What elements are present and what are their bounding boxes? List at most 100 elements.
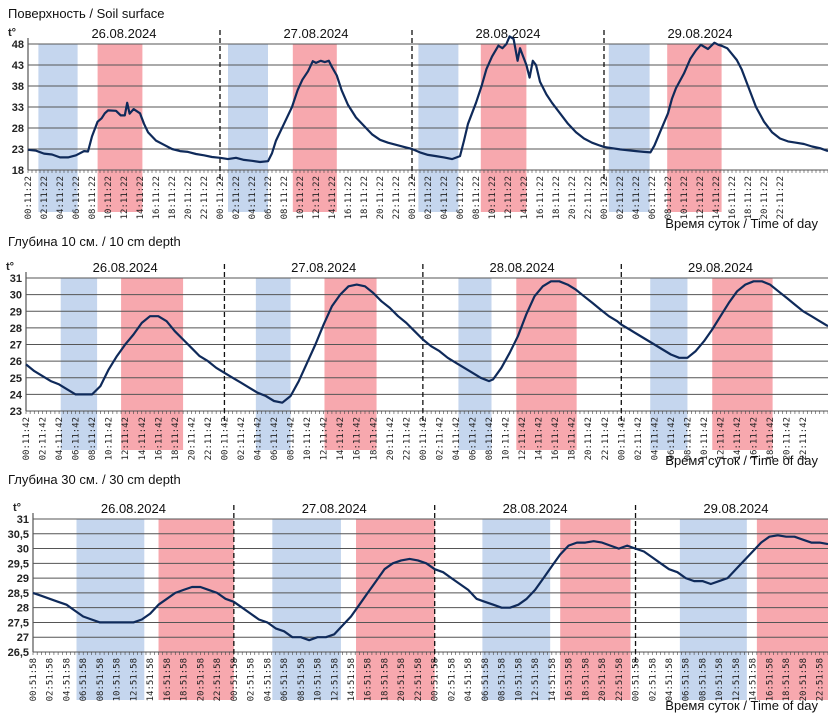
x-tick-label: 20:11:42 xyxy=(783,417,793,460)
x-tick-label: 02:11:42 xyxy=(39,417,49,460)
x-tick-label: 02:11:22 xyxy=(40,176,50,219)
x-tick-label: 04:11:42 xyxy=(452,417,462,460)
x-tick-label: 16:11:42 xyxy=(353,417,363,460)
day-band xyxy=(324,278,377,450)
date-label: 28.08.2024 xyxy=(475,26,540,41)
y-tick-label: 30 xyxy=(17,544,29,556)
panel-title: Поверхность / Soil surface xyxy=(8,6,165,21)
x-tick-label: 18:11:42 xyxy=(568,417,578,460)
x-tick-label: 04:11:22 xyxy=(632,176,642,219)
x-tick-label: 16:51:58 xyxy=(765,658,775,701)
x-tick-label: 22:11:22 xyxy=(200,176,210,219)
date-label: 29.08.2024 xyxy=(688,260,753,275)
x-tick-label: 18:51:58 xyxy=(380,658,390,701)
x-tick-label: 02:11:22 xyxy=(424,176,434,219)
night-band xyxy=(76,519,145,700)
y-tick-label: 43 xyxy=(12,60,24,72)
x-tick-label: 12:11:42 xyxy=(717,417,727,460)
date-label: 27.08.2024 xyxy=(291,260,356,275)
x-tick-label: 18:11:22 xyxy=(360,176,370,219)
x-tick-label: 10:11:22 xyxy=(488,176,498,219)
x-tick-label: 10:11:42 xyxy=(303,417,313,460)
date-label: 27.08.2024 xyxy=(283,26,348,41)
y-tick-label: 26,5 xyxy=(8,647,29,659)
x-axis-title: Время суток / Time of day xyxy=(665,698,818,713)
x-tick-label: 08:11:42 xyxy=(683,417,693,460)
x-tick-label: 12:51:58 xyxy=(531,658,541,701)
x-tick-label: 06:11:22 xyxy=(648,176,658,219)
y-tick-label: 33 xyxy=(12,102,24,114)
chart-panel-1: 18 23 28 33 38 43 48 00:11:22 02:11:22 04:11:22 06… xyxy=(8,6,828,231)
x-tick-label: 20:51:58 xyxy=(799,658,809,701)
x-tick-label: 22:51:58 xyxy=(213,658,223,701)
x-tick-label: 20:11:22 xyxy=(376,176,386,219)
x-tick-label: 20:11:42 xyxy=(386,417,396,460)
date-label: 26.08.2024 xyxy=(101,501,166,516)
y-tick-label: 31 xyxy=(17,514,29,526)
y-tick-label: 38 xyxy=(12,81,24,93)
x-tick-label: 20:51:58 xyxy=(196,658,206,701)
x-tick-label: 08:51:58 xyxy=(96,658,106,701)
x-tick-label: 14:51:58 xyxy=(548,658,558,701)
x-axis-title: Время суток / Time of day xyxy=(665,453,818,468)
x-tick-label: 04:11:42 xyxy=(650,417,660,460)
x-tick-label: 16:11:22 xyxy=(152,176,162,219)
x-tick-label: 22:51:58 xyxy=(414,658,424,701)
x-tick-label: 10:51:58 xyxy=(715,658,725,701)
x-tick-label: 08:11:22 xyxy=(472,176,482,219)
x-tick-label: 14:11:22 xyxy=(712,176,722,219)
x-tick-label: 04:11:22 xyxy=(248,176,258,219)
y-tick-label: 28 xyxy=(10,323,22,335)
x-tick-label: 14:11:42 xyxy=(535,417,545,460)
night-band xyxy=(679,519,747,700)
x-tick-label: 14:11:42 xyxy=(336,417,346,460)
y-tick-label: 28,5 xyxy=(8,588,29,600)
x-tick-label: 12:11:42 xyxy=(121,417,131,460)
x-tick-label: 12:11:42 xyxy=(320,417,330,460)
x-tick-label: 10:11:42 xyxy=(105,417,115,460)
panel-title: Глубина 10 см. / 10 cm depth xyxy=(8,234,181,249)
x-tick-label: 22:51:58 xyxy=(615,658,625,701)
night-band xyxy=(60,278,98,450)
day-band xyxy=(121,278,184,450)
date-label: 28.08.2024 xyxy=(503,501,568,516)
x-tick-label: 00:11:22 xyxy=(24,176,34,219)
x-tick-label: 20:11:42 xyxy=(187,417,197,460)
x-tick-label: 02:11:22 xyxy=(232,176,242,219)
x-tick-label: 18:51:58 xyxy=(782,658,792,701)
x-tick-label: 04:11:22 xyxy=(56,176,66,219)
y-tick-label: 29 xyxy=(17,573,29,585)
x-tick-label: 22:11:42 xyxy=(402,417,412,460)
temperature-line xyxy=(32,534,828,642)
x-tick-label: 06:11:42 xyxy=(270,417,280,460)
y-tick-label: 27 xyxy=(17,632,29,644)
x-tick-label: 22:11:22 xyxy=(776,176,786,219)
date-label: 28.08.2024 xyxy=(490,260,555,275)
x-tick-label: 14:11:42 xyxy=(138,417,148,460)
x-tick-label: 12:11:22 xyxy=(312,176,322,219)
x-tick-label: 02:51:58 xyxy=(447,658,457,701)
x-tick-label: 00:11:42 xyxy=(617,417,627,460)
date-label: 29.08.2024 xyxy=(667,26,732,41)
x-tick-label: 16:11:42 xyxy=(154,417,164,460)
y-tick-label: 27 xyxy=(10,340,22,352)
x-tick-label: 04:51:58 xyxy=(665,658,675,701)
x-tick-label: 08:11:42 xyxy=(287,417,297,460)
x-tick-label: 08:11:42 xyxy=(88,417,98,460)
x-tick-label: 18:51:58 xyxy=(581,658,591,701)
x-tick-label: 08:11:42 xyxy=(485,417,495,460)
night-band xyxy=(255,278,291,450)
x-tick-label: 06:51:58 xyxy=(682,658,692,701)
x-tick-label: 16:11:42 xyxy=(551,417,561,460)
y-tick-label: 26 xyxy=(10,356,22,368)
x-tick-label: 12:51:58 xyxy=(129,658,139,701)
x-tick-label: 18:11:42 xyxy=(369,417,379,460)
date-label: 26.08.2024 xyxy=(93,260,158,275)
x-tick-label: 14:51:58 xyxy=(749,658,759,701)
x-tick-label: 06:11:42 xyxy=(468,417,478,460)
night-band xyxy=(482,519,551,700)
x-tick-label: 04:11:22 xyxy=(440,176,450,219)
x-tick-label: 16:51:58 xyxy=(163,658,173,701)
night-band xyxy=(272,519,341,700)
